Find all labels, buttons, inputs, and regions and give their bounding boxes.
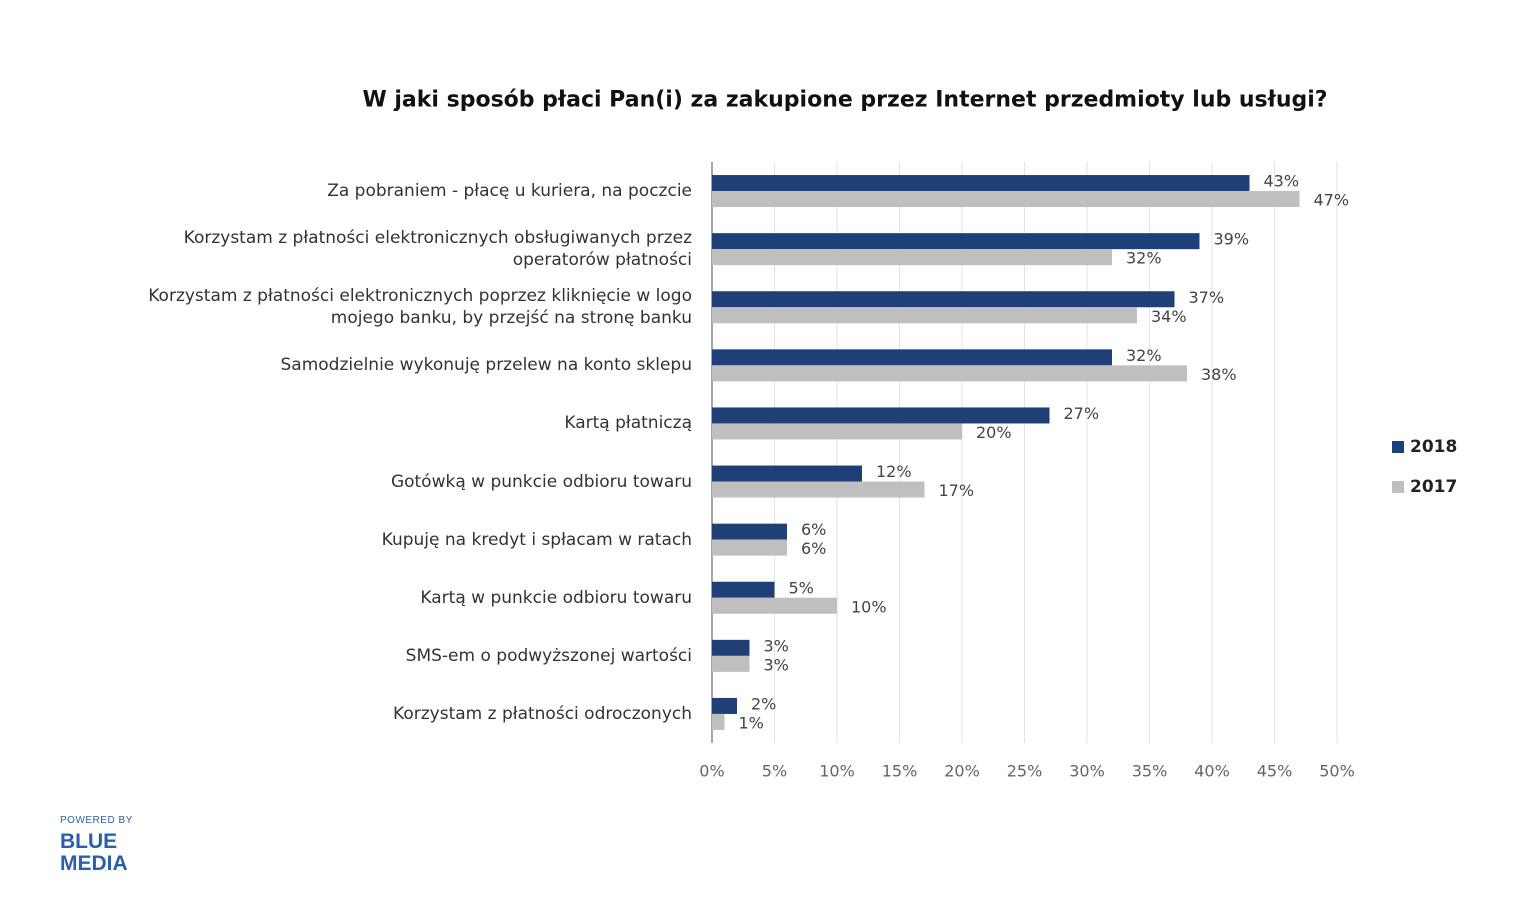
data-label: 1% bbox=[739, 713, 764, 732]
bar bbox=[712, 581, 775, 598]
bar bbox=[712, 423, 962, 440]
x-tick-label: 30% bbox=[1069, 762, 1105, 781]
x-tick-label: 15% bbox=[882, 762, 918, 781]
data-label: 32% bbox=[1126, 346, 1162, 365]
bar bbox=[712, 191, 1300, 208]
bar bbox=[712, 639, 750, 656]
category-label: Korzystam z płatności odroczonych bbox=[393, 703, 692, 724]
x-tick-label: 50% bbox=[1319, 762, 1355, 781]
data-label: 39% bbox=[1214, 230, 1250, 249]
powered-by: POWERED BY bbox=[60, 815, 133, 826]
data-label: 3% bbox=[764, 655, 789, 674]
bar bbox=[712, 349, 1112, 366]
bar bbox=[712, 307, 1137, 324]
bar bbox=[712, 249, 1112, 266]
category-label: Gotówką w punkcie odbioru towaru bbox=[390, 471, 692, 492]
bar bbox=[712, 465, 862, 482]
data-label: 38% bbox=[1201, 365, 1237, 384]
bar bbox=[712, 597, 837, 614]
data-label: 27% bbox=[1064, 404, 1100, 423]
category-label: Za pobraniem - płacę u kuriera, na poczc… bbox=[327, 181, 692, 202]
bar bbox=[712, 523, 787, 540]
chart-title: W jaki sposób płaci Pan(i) za zakupione … bbox=[362, 87, 1328, 113]
category-label: SMS-em o podwyższonej wartości bbox=[405, 645, 692, 666]
data-label: 6% bbox=[801, 539, 826, 558]
bar bbox=[712, 697, 737, 714]
category-label: Samodzielnie wykonuję przelew na konto s… bbox=[280, 355, 692, 376]
x-tick-label: 5% bbox=[762, 762, 787, 781]
data-label: 12% bbox=[876, 462, 912, 481]
x-tick-label: 20% bbox=[944, 762, 980, 781]
data-label: 47% bbox=[1314, 191, 1350, 210]
x-tick-label: 45% bbox=[1257, 762, 1293, 781]
data-label: 6% bbox=[801, 520, 826, 539]
bar bbox=[712, 539, 787, 556]
x-tick-label: 25% bbox=[1007, 762, 1043, 781]
bar bbox=[712, 175, 1250, 192]
data-label: 20% bbox=[976, 423, 1012, 442]
bar bbox=[712, 481, 925, 498]
legend-label: 2018 bbox=[1410, 437, 1457, 457]
bar bbox=[712, 291, 1175, 308]
data-label: 43% bbox=[1264, 172, 1300, 191]
x-tick-label: 0% bbox=[699, 762, 724, 781]
data-label: 5% bbox=[789, 578, 814, 597]
data-label: 17% bbox=[939, 481, 975, 500]
x-tick-label: 10% bbox=[819, 762, 855, 781]
logo-line: BLUE bbox=[60, 830, 118, 853]
x-tick-label: 40% bbox=[1194, 762, 1230, 781]
bar bbox=[712, 655, 750, 672]
data-label: 37% bbox=[1189, 288, 1225, 307]
legend-label: 2017 bbox=[1410, 477, 1457, 497]
category-label: Korzystam z płatności elektronicznych po… bbox=[148, 286, 692, 329]
x-tick-label: 35% bbox=[1132, 762, 1168, 781]
bar bbox=[712, 713, 725, 730]
bar bbox=[712, 365, 1187, 382]
category-label: Kartą płatniczą bbox=[564, 413, 692, 434]
category-label: Kartą w punkcie odbioru towaru bbox=[420, 587, 692, 608]
category-label: Kupuję na kredyt i spłacam w ratach bbox=[381, 529, 692, 550]
data-label: 32% bbox=[1126, 249, 1162, 268]
bar bbox=[712, 233, 1200, 250]
category-label: Korzystam z płatności elektronicznych ob… bbox=[183, 228, 692, 271]
data-label: 10% bbox=[851, 597, 887, 616]
legend-swatch bbox=[1392, 441, 1404, 453]
data-label: 34% bbox=[1151, 307, 1187, 326]
bar bbox=[712, 407, 1050, 424]
logo-line: MEDIA bbox=[60, 852, 128, 875]
data-label: 2% bbox=[751, 694, 776, 713]
legend-swatch bbox=[1392, 481, 1404, 493]
data-label: 3% bbox=[764, 636, 789, 655]
